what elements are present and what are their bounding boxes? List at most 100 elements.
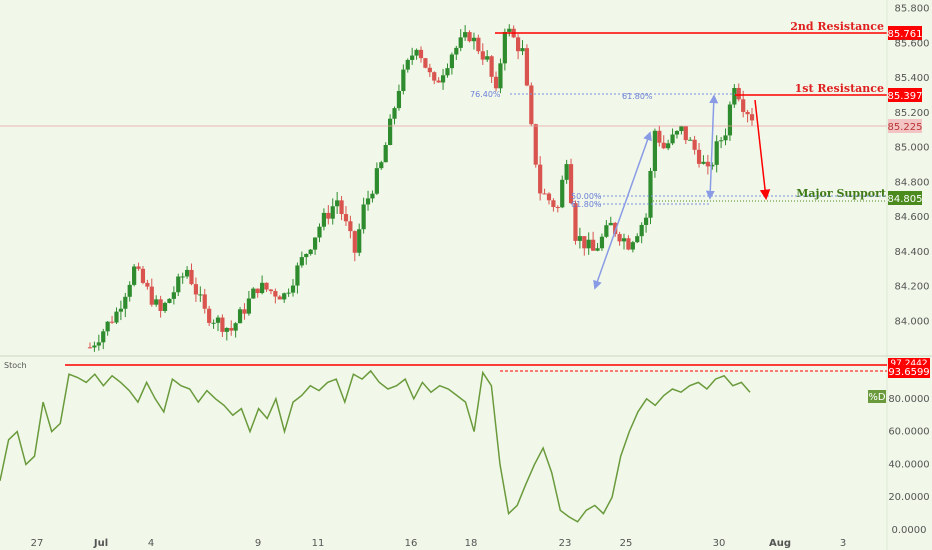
stoch-y-axis: 80.0000 60.0000 40.0000 20.0000 0.0000 xyxy=(888,394,929,536)
candle-body xyxy=(568,164,574,204)
candle-body xyxy=(423,58,428,68)
current-price-tag: 85.225 xyxy=(888,122,923,133)
candle-body xyxy=(326,212,331,219)
candle-body xyxy=(414,49,419,56)
candle-body xyxy=(621,238,627,242)
candle-body xyxy=(529,85,534,125)
candle-body xyxy=(92,345,97,348)
stoch-line xyxy=(0,369,751,523)
candle-body xyxy=(202,294,207,309)
stoch-top-value: 97.2442 xyxy=(890,359,927,369)
candle-body xyxy=(105,321,110,332)
candle-body xyxy=(639,224,644,237)
candle-body xyxy=(480,51,485,60)
candle-body xyxy=(643,217,649,225)
candle-body xyxy=(383,145,388,163)
candle-body xyxy=(123,296,128,309)
candle-body xyxy=(586,239,591,249)
candle-body xyxy=(432,72,437,81)
candle-body xyxy=(595,248,600,251)
candle-body xyxy=(317,226,322,238)
level-major-support: Major Support 84.805 xyxy=(650,187,923,205)
candle-body xyxy=(96,342,101,346)
candle-body xyxy=(167,298,172,303)
price-tick-label: 84.400 xyxy=(895,247,930,258)
candle-body xyxy=(290,285,296,293)
candle-body xyxy=(304,254,309,258)
candle-body xyxy=(410,55,415,60)
price-tick-label: 85.200 xyxy=(895,108,930,119)
stoch-tick-label: 60.0000 xyxy=(888,427,929,438)
candle-body xyxy=(405,59,410,70)
candle-body xyxy=(109,321,115,323)
candle-body xyxy=(339,200,344,215)
candle-body xyxy=(736,88,741,100)
x-tick-label: 16 xyxy=(405,538,418,549)
price-tick-label: 85.800 xyxy=(895,4,930,15)
candle-body xyxy=(577,236,582,241)
candle-body xyxy=(630,242,635,250)
candle-body xyxy=(454,47,459,55)
candle-body xyxy=(723,135,728,141)
candle-body xyxy=(679,126,684,132)
candle-body xyxy=(207,308,212,323)
candle-body xyxy=(719,140,724,142)
candle-body xyxy=(582,236,587,249)
candle-body xyxy=(149,286,154,305)
candle-body xyxy=(348,221,353,232)
candle-body xyxy=(388,118,393,146)
level-value-tag: 84.805 xyxy=(888,194,923,205)
x-tick-label: Jul xyxy=(93,538,108,549)
price-tick-label: 85.000 xyxy=(895,143,930,154)
stoch-level-tag xyxy=(888,365,930,378)
stoch-series-tag xyxy=(868,390,886,403)
candle-body xyxy=(427,67,432,73)
candle-body xyxy=(264,282,269,290)
candle-body xyxy=(458,37,463,48)
candle-body xyxy=(215,317,221,323)
level-label: 1st Resistance xyxy=(795,82,884,95)
candle-body xyxy=(365,198,371,205)
candle-body xyxy=(449,54,454,69)
candle-body xyxy=(255,288,260,294)
level-1st-resistance: 1st Resistance 85.397 xyxy=(735,82,923,102)
price-tick-label: 84.000 xyxy=(895,316,930,327)
candle-body xyxy=(555,207,560,209)
candle-body xyxy=(101,331,106,343)
candle-body xyxy=(440,75,446,83)
candle-body xyxy=(251,288,256,299)
candle-body xyxy=(732,88,737,105)
x-tick-label: 11 xyxy=(312,538,325,549)
x-tick-label: 25 xyxy=(620,538,633,549)
price-tick-label: 85.600 xyxy=(895,38,930,49)
candle-body xyxy=(268,289,274,292)
candle-body xyxy=(321,212,327,227)
price-tick-label: 84.200 xyxy=(895,282,930,293)
candle-body xyxy=(542,193,547,195)
indicator-title: Stoch xyxy=(4,361,27,370)
stoch-series-label: %D xyxy=(868,392,886,403)
candle-body xyxy=(229,327,234,331)
candle-body xyxy=(357,229,362,253)
stoch-tick-label: 80.0000 xyxy=(888,394,929,405)
candle-body xyxy=(436,80,441,83)
candle-body xyxy=(507,28,512,32)
candle-body xyxy=(299,257,304,266)
candle-body xyxy=(652,130,658,171)
candle-body xyxy=(533,124,538,165)
candle-body xyxy=(127,284,132,297)
candle-body xyxy=(171,292,176,299)
candle-body xyxy=(162,302,168,311)
candle-body xyxy=(330,206,335,219)
current-price: 85.225 xyxy=(0,119,923,133)
candle-body xyxy=(705,161,710,167)
candle-body xyxy=(158,299,163,311)
fib-label: 61.80% xyxy=(622,92,653,101)
candle-body xyxy=(211,322,216,324)
candle-body xyxy=(396,91,402,109)
candle-body xyxy=(114,311,119,323)
candle-body xyxy=(489,56,494,77)
candle-body xyxy=(674,131,680,135)
candle-body xyxy=(502,31,507,64)
